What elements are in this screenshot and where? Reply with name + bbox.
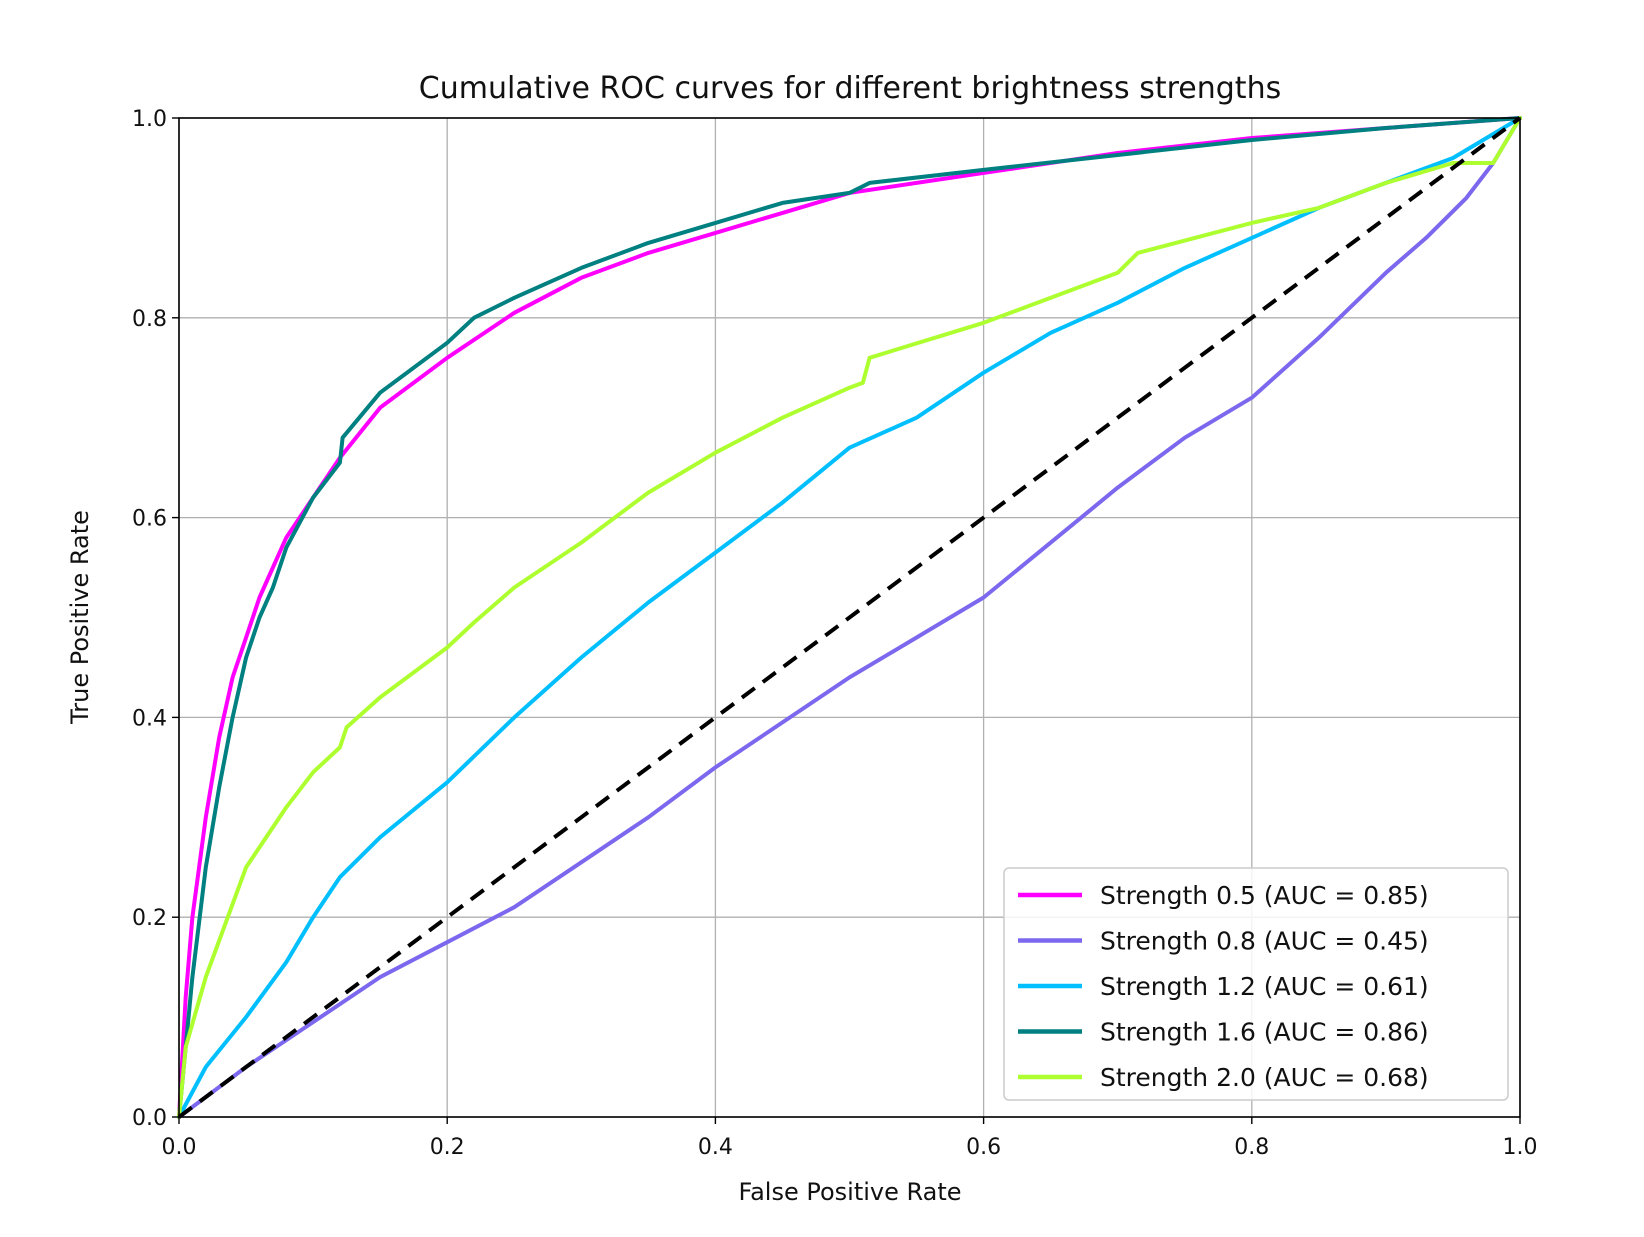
legend-entry-label: Strength 0.5 (AUC = 0.85) (1100, 881, 1429, 910)
y-axis-label: True Positive Rate (66, 510, 94, 725)
legend-box (1003, 867, 1509, 1101)
chance-diagonal-line (177, 116, 1522, 1119)
x-tick-label: 0.2 (430, 1135, 465, 1160)
legend-entry-label: Strength 2.0 (AUC = 0.68) (1100, 1063, 1429, 1092)
x-tick-label: 0.6 (966, 1135, 1001, 1160)
x-tick-label: 0.4 (698, 1135, 733, 1160)
legend-entry-label: Strength 1.6 (AUC = 0.86) (1100, 1018, 1429, 1047)
series-line-4 (177, 116, 1522, 1119)
legend-entry-label: Strength 0.8 (AUC = 0.45) (1100, 927, 1429, 956)
y-tick-label: 0.6 (132, 507, 167, 532)
y-tick-label: 1.0 (132, 107, 167, 132)
legend-entry-label: Strength 1.2 (AUC = 0.61) (1100, 972, 1429, 1001)
x-tick-label: 1.0 (1503, 1135, 1538, 1160)
x-tick-label: 0.8 (1234, 1135, 1269, 1160)
y-tick-label: 0.4 (132, 706, 167, 731)
y-tick-label: 0.2 (132, 906, 167, 931)
chart-title: Cumulative ROC curves for different brig… (419, 71, 1281, 106)
x-tick-label: 0.0 (162, 1135, 197, 1160)
x-axis-label: False Positive Rate (738, 1178, 961, 1206)
series-line-1 (177, 116, 1522, 1119)
series-line-3 (177, 116, 1522, 1119)
y-tick-label: 0.8 (132, 307, 167, 332)
axis-ticks: 0.0 0.2 0.4 0.6 0.8 1.0 0.0 0.2 0.4 0.6 0.8 1.0 (132, 107, 1538, 1160)
plot-frame (178, 117, 1521, 1118)
series-line-2 (177, 116, 1522, 1119)
series-line-5 (177, 116, 1522, 1119)
y-tick-label: 0.0 (132, 1106, 167, 1131)
series-lines (177, 116, 1522, 1119)
legend: Strength 0.5 (AUC = 0.85) Strength 0.8 (A… (1003, 867, 1509, 1101)
